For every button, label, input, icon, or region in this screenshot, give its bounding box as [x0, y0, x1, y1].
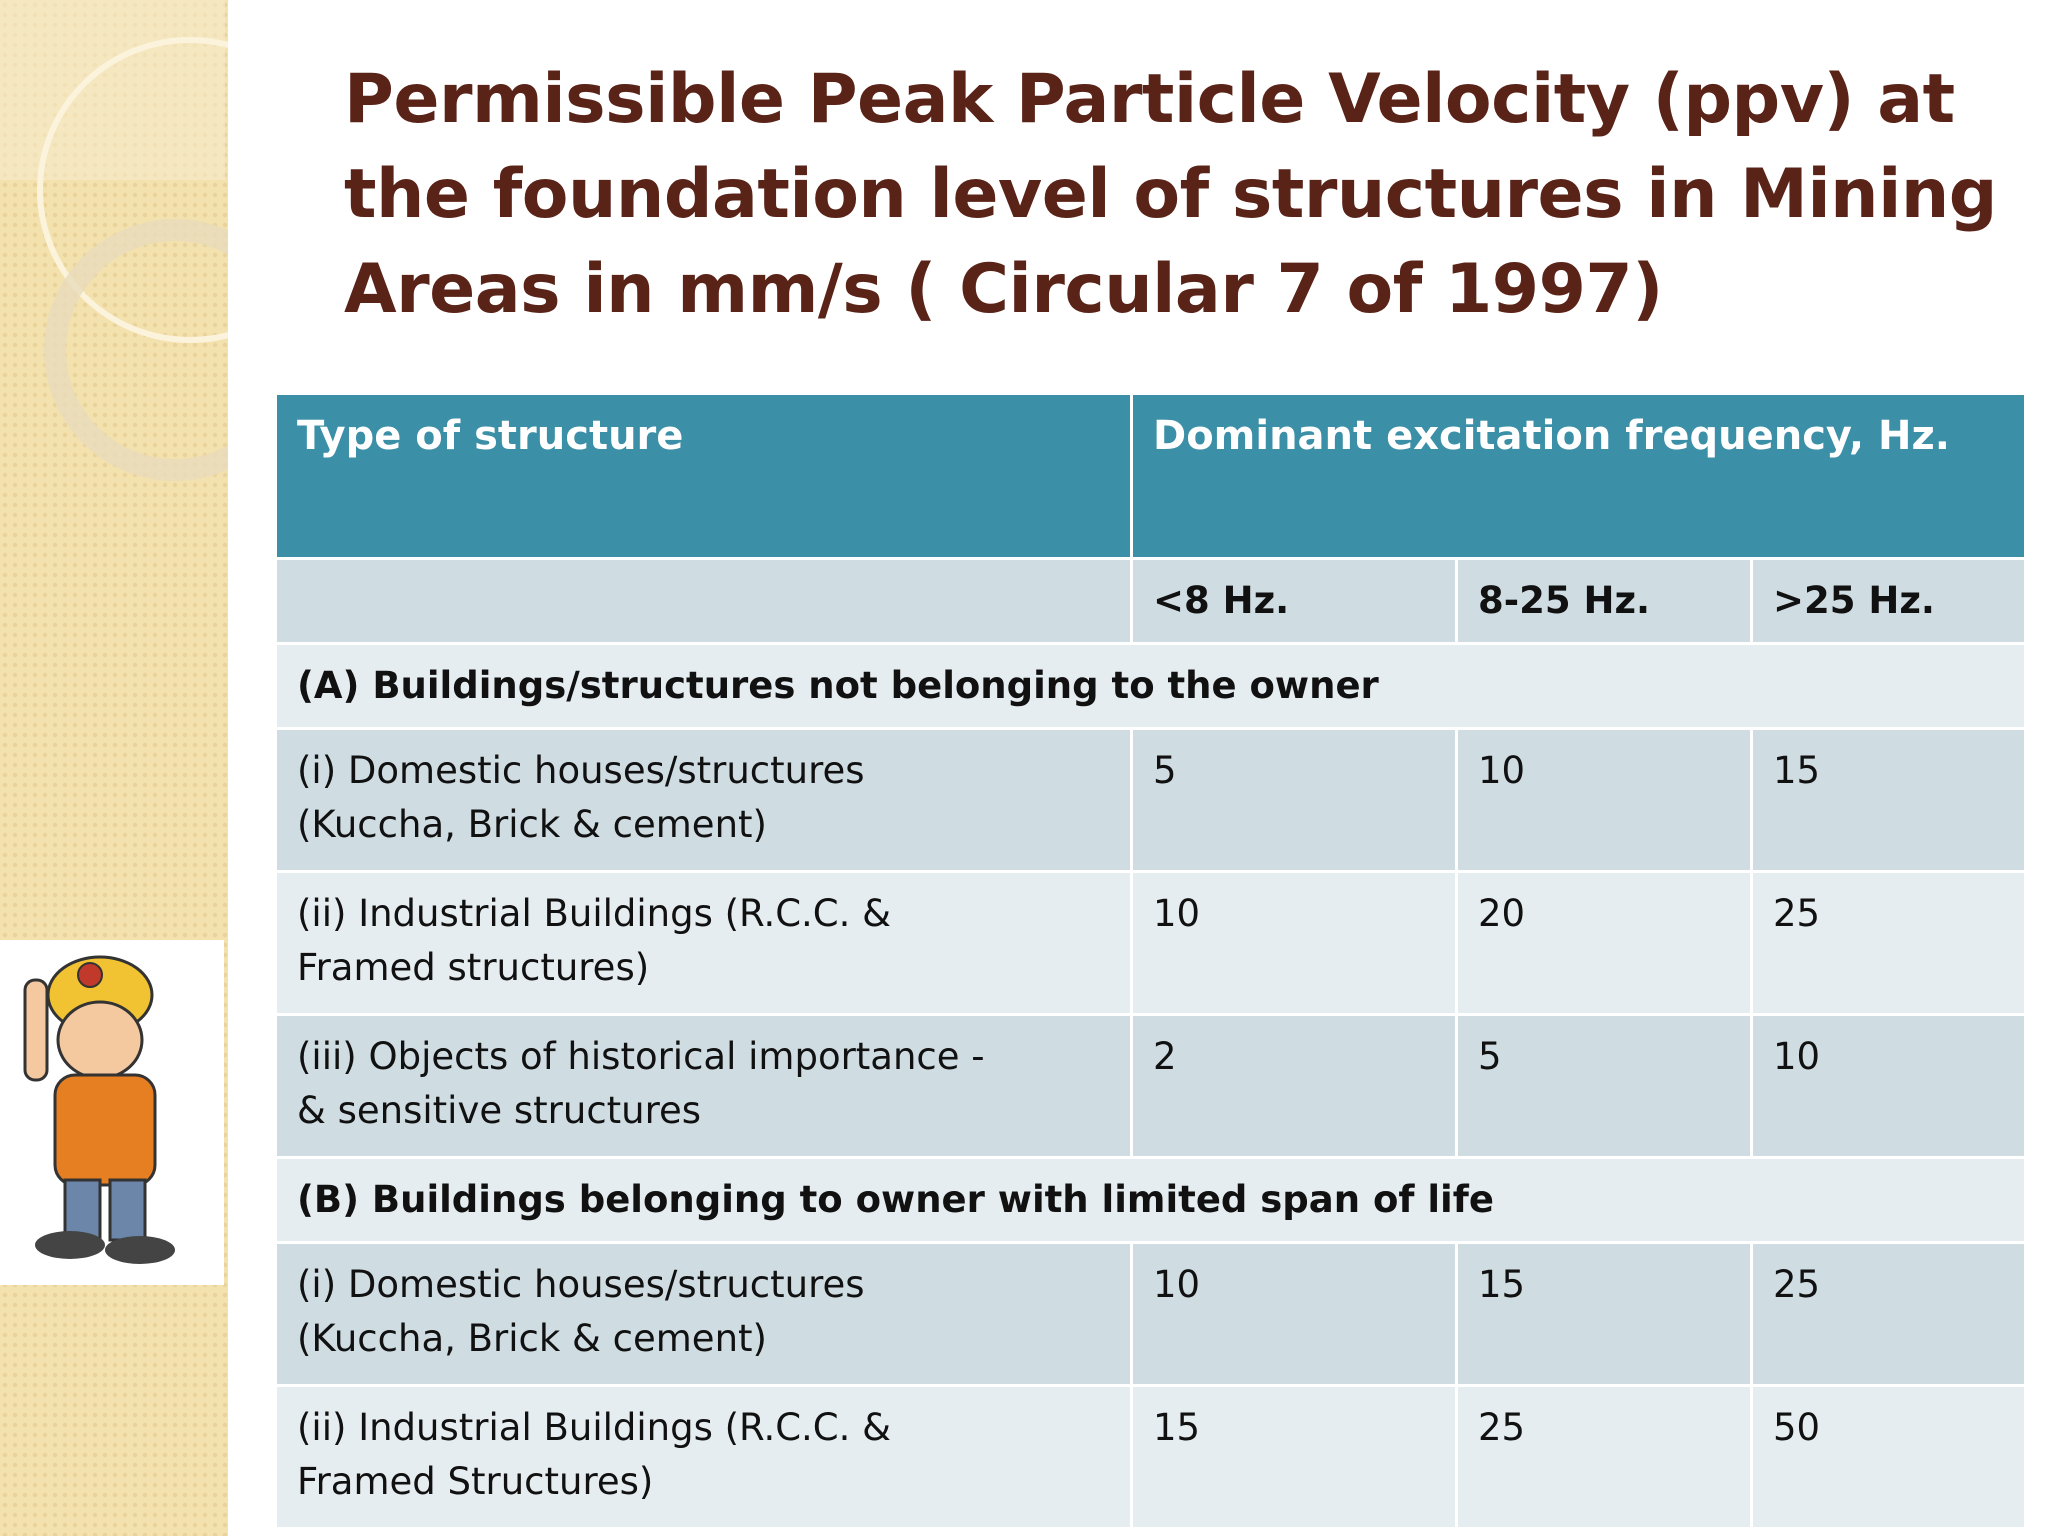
value-cell: 10 [1130, 870, 1458, 1016]
value-cell: 5 [1455, 1013, 1753, 1159]
value-cell: 20 [1455, 870, 1753, 1016]
label-line: (Kuccha, Brick & cement) [297, 803, 767, 846]
label-line: (Kuccha, Brick & cement) [297, 1317, 767, 1360]
data-row: (iii) Objects of historical importance -… [274, 1013, 2028, 1159]
row-label: (i) Domestic houses/structures (Kuccha, B… [274, 1241, 1133, 1387]
data-row: (ii) Industrial Buildings (R.C.C. & Frame… [274, 1384, 2028, 1530]
ppv-table: Type of structure Dominant excitation fre… [273, 392, 2028, 1530]
row-label: (ii) Industrial Buildings (R.C.C. & Frame… [274, 1384, 1133, 1530]
header-row: Type of structure Dominant excitation fre… [274, 392, 2028, 560]
value-cell: 2 [1130, 1013, 1458, 1159]
label-line: (i) Domestic houses/structures [297, 749, 865, 792]
row-label: (iii) Objects of historical importance -… [274, 1013, 1133, 1159]
value-cell: 25 [1749, 1241, 2028, 1387]
slide-title: Permissible Peak Particle Velocity (ppv)… [344, 52, 1997, 337]
miner-figure [23, 955, 175, 1264]
subheader-cell: <8 Hz. [1130, 557, 1458, 645]
section-heading: (B) Buildings belonging to owner with li… [273, 1156, 2028, 1244]
row-label: (ii) Industrial Buildings (R.C.C. & Frame… [274, 870, 1133, 1016]
decor-ring [44, 219, 228, 481]
label-line: Framed Structures) [297, 1460, 654, 1503]
subheader-row: <8 Hz. 8-25 Hz. >25 Hz. [274, 557, 2028, 645]
label-line: (iii) Objects of historical importance - [297, 1035, 985, 1078]
subheader-cell [274, 557, 1133, 645]
subheader-cell: 8-25 Hz. [1455, 557, 1753, 645]
sidebar-panel [0, 0, 225, 180]
section-row: (B) Buildings belonging to owner with li… [273, 1156, 2028, 1244]
label-line: & sensitive structures [297, 1089, 702, 1132]
data-row: (i) Domestic houses/structures (Kuccha, B… [274, 727, 2028, 873]
value-cell: 10 [1455, 727, 1753, 873]
label-line: (i) Domestic houses/structures [297, 1263, 865, 1306]
data-row: (i) Domestic houses/structures (Kuccha, B… [274, 1241, 2028, 1387]
data-row: (ii) Industrial Buildings (R.C.C. & Frame… [274, 870, 2028, 1016]
label-line: Framed structures) [297, 946, 650, 989]
value-cell: 10 [1130, 1241, 1458, 1387]
label-line: (ii) Industrial Buildings (R.C.C. & [297, 892, 892, 935]
title-line: Permissible Peak Particle Velocity (ppv)… [344, 60, 1955, 139]
value-cell: 25 [1455, 1384, 1753, 1530]
row-label: (i) Domestic houses/structures (Kuccha, B… [274, 727, 1133, 873]
value-cell: 10 [1749, 1013, 2028, 1159]
value-cell: 50 [1749, 1384, 2028, 1530]
value-cell: 15 [1749, 727, 2028, 873]
decor-ring [37, 37, 228, 343]
subheader-cell: >25 Hz. [1749, 557, 2028, 645]
title-line: Areas in mm/s ( Circular 7 of 1997) [344, 250, 1663, 329]
value-cell: 5 [1130, 727, 1458, 873]
sidebar [0, 0, 228, 1536]
header-cell: Type of structure [274, 392, 1133, 560]
section-row: (A) Buildings/structures not belonging t… [273, 642, 2028, 730]
value-cell: 25 [1749, 870, 2028, 1016]
value-cell: 15 [1130, 1384, 1458, 1530]
value-cell: 15 [1455, 1241, 1753, 1387]
title-line: the foundation level of structures in Mi… [344, 155, 1997, 234]
section-heading: (A) Buildings/structures not belonging t… [273, 642, 2028, 730]
header-cell: Dominant excitation frequency, Hz. [1129, 392, 2028, 560]
label-line: (ii) Industrial Buildings (R.C.C. & [297, 1406, 892, 1449]
